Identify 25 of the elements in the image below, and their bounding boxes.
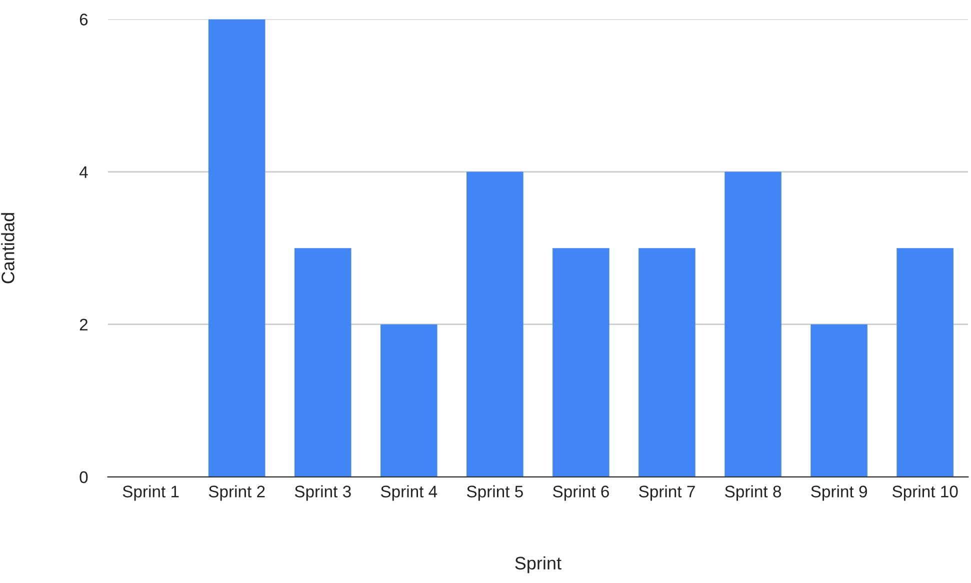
bar — [724, 172, 782, 477]
bar — [810, 324, 868, 477]
x-tick-label: Sprint 10 — [892, 485, 958, 501]
x-tick-label: Sprint 6 — [552, 485, 609, 501]
bar — [552, 248, 610, 477]
x-tick-label: Sprint 5 — [466, 485, 523, 501]
bar — [466, 172, 524, 477]
x-tick-label: Sprint 8 — [725, 485, 782, 501]
x-tick-label: Sprint 9 — [811, 485, 867, 501]
y-axis-title: Cantidad — [1, 213, 14, 284]
x-tick-label: Sprint 4 — [380, 485, 438, 501]
x-axis-title: Sprint — [515, 556, 562, 574]
x-tick-label: Sprint 1 — [122, 485, 179, 501]
bar — [896, 248, 954, 477]
y-tick-label: 6 — [80, 14, 88, 26]
bar — [380, 324, 438, 477]
bar — [638, 248, 696, 477]
bar — [294, 248, 352, 477]
bar — [208, 19, 266, 477]
x-tick-label: Sprint 2 — [208, 485, 265, 501]
x-tick-label: Sprint 7 — [639, 485, 695, 501]
y-tick-label: 0 — [80, 471, 88, 484]
y-tick-label: 2 — [80, 318, 88, 330]
x-tick-label: Sprint 3 — [294, 485, 351, 501]
y-tick-label: 4 — [79, 166, 88, 178]
